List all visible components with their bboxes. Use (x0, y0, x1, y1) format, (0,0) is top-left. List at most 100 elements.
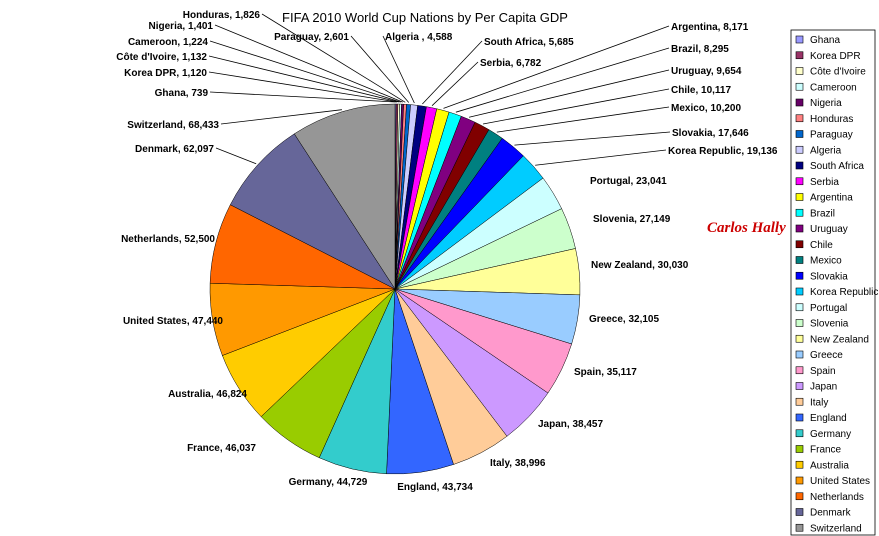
legend-swatch (795, 224, 804, 233)
legend-swatch (795, 460, 804, 469)
data-label: United States, 47,440 (123, 316, 223, 327)
legend-swatch (795, 350, 804, 359)
legend-swatch (795, 508, 804, 516)
legend-entry: Denmark (810, 508, 852, 519)
data-label: Spain, 35,117 (574, 367, 637, 378)
data-label: Korea DPR, 1,120 (124, 68, 207, 79)
legend-entry: England (810, 413, 847, 424)
data-label: Netherlands, 52,500 (121, 234, 215, 245)
legend-entry: Korea DPR (810, 51, 861, 62)
data-label: Switzerland, 68,433 (127, 120, 219, 131)
data-label: South Africa, 5,685 (484, 37, 574, 48)
leader-line (514, 131, 671, 146)
legend-entry: Greece (810, 350, 843, 361)
data-label: Honduras, 1,826 (183, 10, 261, 21)
data-label: Korea Republic, 19,136 (668, 146, 778, 157)
legend-box (790, 29, 876, 536)
legend-swatch (795, 271, 804, 280)
data-label: Paraguay, 2,601 (274, 32, 349, 43)
legend-entry: Paraguay (810, 130, 853, 141)
legend-swatch (795, 413, 804, 422)
leader-line (350, 35, 410, 103)
leader-line (208, 71, 398, 103)
data-label: Chile, 10,117 (671, 85, 731, 96)
legend-entry: Italy (810, 397, 828, 408)
legend-entry: New Zealand (810, 334, 869, 345)
legend-swatch (795, 445, 804, 453)
legend-swatch (795, 382, 804, 390)
data-label: Uruguay, 9,654 (671, 66, 742, 77)
data-label: Nigeria, 1,401 (149, 21, 214, 32)
data-label: Algeria , 4,588 (385, 32, 453, 43)
data-label: Italy, 38,996 (490, 458, 546, 469)
data-label: Greece, 32,105 (589, 314, 659, 325)
legend-swatch (795, 145, 804, 154)
legend-swatch (795, 208, 804, 217)
leader-line (496, 106, 670, 133)
legend-entry: Uruguay (810, 224, 848, 235)
legend-entry: Netherlands (810, 492, 864, 503)
data-label: Slovenia, 27,149 (593, 214, 671, 225)
legend-swatch (795, 303, 804, 312)
leader-line (535, 149, 667, 166)
legend-entry: Brazil (810, 208, 835, 219)
legend-swatch (795, 51, 804, 60)
legend-swatch (795, 287, 804, 296)
legend-swatch (795, 177, 804, 186)
data-labels: Ghana, 739 Korea DPR, 1,120 Côte d'Ivoire,… (116, 10, 778, 493)
legend-entry: United States (810, 476, 870, 487)
legend-entry: Argentina (810, 193, 853, 204)
legend-entry: South Africa (810, 161, 864, 172)
legend-swatch (795, 319, 804, 327)
data-label: Denmark, 62,097 (135, 144, 214, 155)
legend-entry: Japan (810, 382, 837, 393)
leader-line (261, 13, 406, 103)
chart-title: FIFA 2010 World Cup Nations by Per Capit… (282, 10, 568, 25)
data-label: France, 46,037 (187, 443, 256, 454)
legend-swatch (795, 114, 804, 123)
pie-slice-switzerland (293, 103, 396, 290)
legend-swatch (795, 492, 804, 501)
data-label: Côte d'Ivoire, 1,132 (116, 52, 207, 63)
legend: Ghana Korea DPR Côte d'Ivoire Cameroon Niger… (790, 29, 878, 536)
leader-line (220, 109, 342, 125)
leader-line (215, 147, 257, 165)
pie-slices (209, 103, 581, 475)
legend-swatch (795, 67, 804, 75)
legend-swatch (795, 523, 804, 532)
legend-swatch (795, 429, 804, 438)
leader-line (422, 40, 483, 105)
leader-line (209, 91, 396, 103)
legend-entry: Slovakia (810, 271, 848, 282)
legend-swatch (795, 98, 804, 107)
legend-entry: Australia (810, 460, 849, 471)
legend-swatch (795, 256, 804, 264)
legend-entry: Honduras (810, 114, 853, 125)
leader-lines (208, 13, 671, 166)
data-label: New Zealand, 30,030 (591, 260, 689, 271)
legend-entry: Serbia (810, 177, 839, 188)
legend-entry: Switzerland (810, 523, 862, 534)
legend-entry: Germany (810, 429, 851, 440)
legend-swatch (795, 397, 804, 406)
leader-line (443, 25, 670, 109)
bottom-mark: . (440, 527, 444, 536)
legend-swatch (795, 82, 804, 91)
legend-entry: Korea Republic (810, 287, 878, 298)
leader-line (382, 35, 415, 104)
legend-entry: Cameroon (810, 82, 857, 93)
legend-entry: Spain (810, 366, 836, 377)
legend-swatch (795, 130, 804, 138)
leader-line (209, 40, 401, 103)
legend-entry: Slovenia (810, 319, 849, 330)
data-label: Cameroon, 1,224 (128, 37, 208, 48)
legend-swatch (795, 35, 804, 44)
data-label: Brazil, 8,295 (671, 44, 729, 55)
legend-entry: Chile (810, 240, 833, 251)
data-label: England, 43,734 (397, 482, 473, 493)
leader-line (468, 69, 670, 118)
data-label: Mexico, 10,200 (671, 103, 741, 114)
data-label: Australia, 46,824 (168, 389, 247, 400)
